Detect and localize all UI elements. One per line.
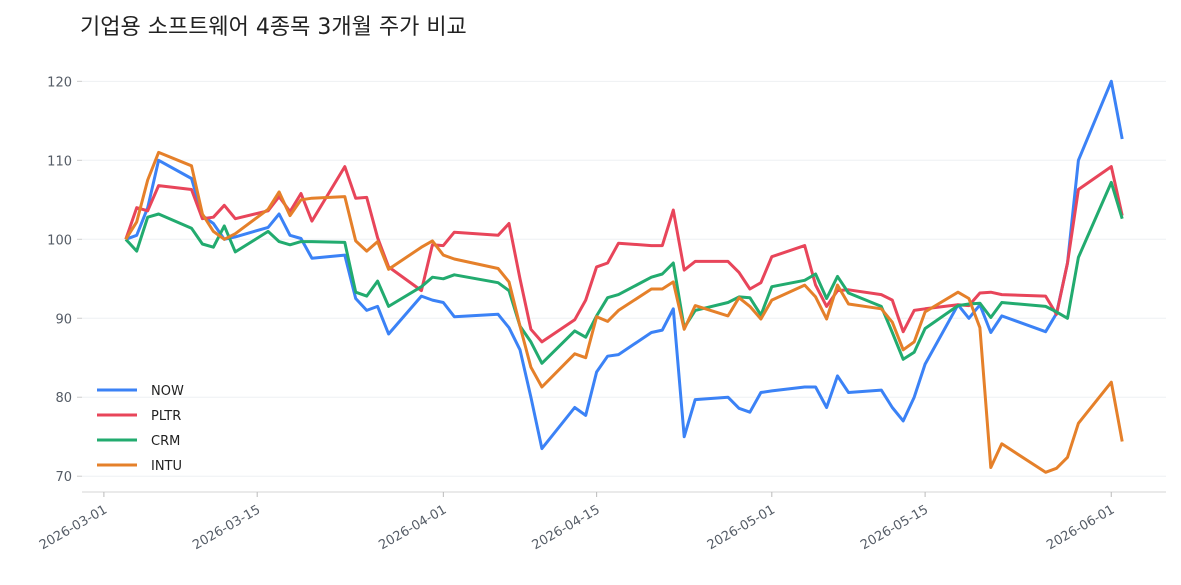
- y-tick-label: 70: [55, 470, 72, 485]
- y-tick-label: 110: [47, 154, 72, 169]
- x-tick-label: 2026-03-01: [37, 502, 110, 553]
- y-tick-label: 90: [55, 312, 72, 327]
- series-line: [125, 79, 1124, 451]
- x-tick-label: 2026-03-15: [190, 502, 263, 553]
- legend-label: INTU: [151, 459, 182, 474]
- chart-title: 기업용 소프트웨어 4종목 3개월 주가 비교: [80, 15, 467, 40]
- legend-label: NOW: [151, 384, 184, 399]
- legend-label: CRM: [151, 434, 180, 449]
- legend-label: PLTR: [151, 409, 181, 424]
- x-tick-label: 2026-04-01: [376, 502, 449, 553]
- x-tick-label: 2026-05-01: [705, 502, 778, 553]
- y-tick-label: 120: [47, 75, 72, 90]
- series-line: [124, 180, 1124, 365]
- x-tick-label: 2026-06-01: [1044, 502, 1117, 553]
- x-tick-label: 2026-05-15: [858, 502, 931, 553]
- x-tick-label: 2026-04-15: [530, 502, 603, 553]
- series-line: [124, 150, 1124, 474]
- y-tick-label: 100: [47, 233, 72, 248]
- y-tick-label: 80: [55, 391, 72, 406]
